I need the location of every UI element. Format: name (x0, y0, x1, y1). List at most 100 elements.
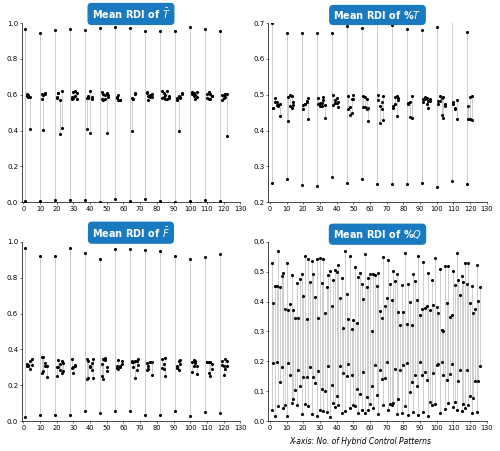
Point (304, 402, 312, 410)
Point (81, 249, 89, 257)
Point (223, 90, 231, 97)
Point (103, 364, 111, 371)
Point (284, 307, 292, 314)
Point (471, 377, 479, 384)
Point (318, 103, 326, 110)
Point (208, 366, 216, 373)
Point (193, 88, 201, 96)
Point (441, 263, 449, 270)
Text: X-axis: No. of Hybrid Control Patterns: X-axis: No. of Hybrid Control Patterns (289, 437, 431, 446)
Point (116, 362, 124, 369)
Point (348, 325, 356, 332)
Point (441, 101, 449, 108)
Point (443, 376, 451, 383)
Point (311, 379, 319, 387)
Point (101, 356, 109, 363)
Point (220, 371, 228, 378)
Point (436, 97, 444, 105)
Point (453, 249, 461, 256)
Point (216, 251, 224, 258)
Point (286, 300, 294, 308)
Point (432, 303, 440, 310)
Point (271, 412, 279, 419)
Point (336, 363, 344, 370)
Point (360, 103, 368, 110)
Point (438, 111, 446, 119)
Point (410, 409, 418, 416)
Point (36, 198, 44, 205)
Point (404, 100, 412, 107)
Point (391, 93, 399, 101)
Point (380, 401, 388, 409)
Point (66, 26, 74, 33)
Point (51, 27, 59, 34)
Point (436, 409, 444, 416)
Point (223, 363, 231, 370)
Point (450, 98, 458, 106)
Point (204, 369, 212, 376)
Point (438, 326, 446, 333)
Point (394, 94, 402, 101)
Point (466, 299, 474, 307)
Point (298, 270, 306, 277)
Point (434, 98, 442, 105)
Point (289, 101, 297, 108)
Point (274, 248, 282, 255)
Point (450, 101, 458, 108)
Point (404, 100, 412, 107)
Point (56, 366, 64, 373)
Point (331, 403, 339, 410)
Point (206, 90, 214, 97)
Point (158, 88, 166, 95)
Point (296, 276, 304, 283)
Point (310, 373, 318, 380)
Point (98, 360, 106, 368)
Point (334, 402, 342, 409)
Point (158, 356, 166, 363)
Point (312, 182, 320, 189)
Point (394, 309, 402, 316)
Point (388, 296, 396, 304)
Point (143, 359, 151, 367)
Point (316, 406, 324, 413)
Point (24, 93, 32, 100)
Point (148, 93, 156, 101)
Point (111, 24, 119, 31)
Point (332, 95, 340, 102)
Point (392, 271, 400, 278)
Point (148, 358, 156, 365)
Point (272, 283, 280, 290)
Point (58, 369, 66, 377)
Point (66, 245, 74, 252)
Point (146, 359, 154, 366)
Point (474, 297, 482, 304)
Point (322, 408, 330, 415)
Title: Mean RDI of %$T$: Mean RDI of %$T$ (333, 9, 422, 21)
Point (282, 412, 290, 419)
Point (174, 92, 182, 100)
Point (344, 360, 352, 368)
Point (320, 255, 328, 262)
Point (299, 374, 307, 381)
Point (126, 407, 134, 414)
Point (286, 102, 294, 109)
Point (70, 370, 78, 377)
Point (376, 367, 384, 374)
Point (186, 413, 194, 420)
Point (362, 95, 370, 102)
Point (468, 116, 476, 124)
Point (276, 101, 284, 108)
Point (278, 272, 285, 280)
Point (334, 99, 342, 106)
Point (282, 29, 290, 37)
Point (406, 99, 414, 106)
Point (84, 92, 92, 100)
Point (376, 119, 384, 126)
Point (356, 390, 364, 397)
Point (426, 97, 434, 105)
Point (38, 354, 46, 361)
Point (70, 89, 78, 96)
Point (302, 97, 310, 105)
Point (71, 363, 79, 370)
Point (201, 253, 209, 261)
